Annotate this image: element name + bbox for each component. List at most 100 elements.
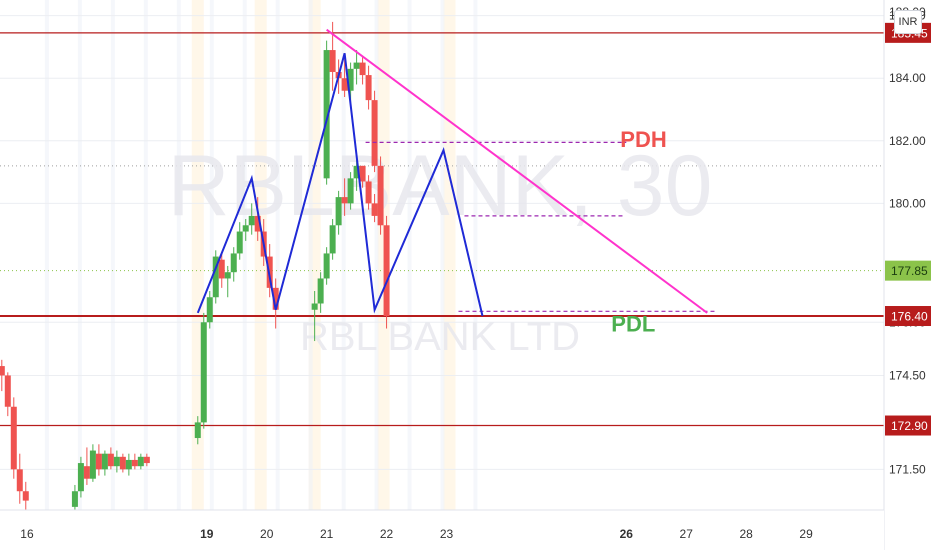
candle-body bbox=[359, 165, 366, 182]
candle-body bbox=[89, 450, 96, 479]
candle-body bbox=[371, 100, 378, 166]
candle-body bbox=[194, 422, 201, 439]
candle-body bbox=[359, 62, 366, 76]
session-band bbox=[77, 0, 82, 510]
candle-body bbox=[16, 469, 23, 492]
currency-badge[interactable]: INR bbox=[894, 10, 922, 34]
time-tick-label: 29 bbox=[799, 527, 813, 541]
price-tick-label: 174.50 bbox=[889, 368, 926, 382]
session-band bbox=[143, 0, 148, 510]
time-tick-label: 19 bbox=[200, 527, 214, 541]
session-band bbox=[407, 0, 412, 510]
candle-body bbox=[206, 297, 213, 323]
watermark-name: RBL BANK LTD bbox=[300, 315, 580, 359]
time-tick-label: 21 bbox=[320, 527, 334, 541]
candle-body bbox=[254, 215, 261, 232]
candle-body bbox=[0, 366, 5, 376]
candle-body bbox=[83, 466, 90, 479]
level-lines bbox=[0, 32, 884, 427]
price-tick-label: 180.00 bbox=[889, 196, 926, 210]
candle-body bbox=[311, 303, 318, 310]
trendline bbox=[326, 28, 708, 314]
time-tick-label: 28 bbox=[739, 527, 753, 541]
current-price-tag bbox=[885, 260, 931, 281]
candle-body bbox=[353, 165, 360, 179]
pdl-label: PDL bbox=[611, 312, 655, 337]
session-band bbox=[341, 0, 346, 510]
time-axis-bg bbox=[0, 510, 884, 550]
price-axis: 186.00184.00182.00180.00176.00174.50171.… bbox=[883, 0, 932, 550]
session-band bbox=[110, 0, 115, 510]
candle-body bbox=[329, 225, 336, 254]
time-tick-label: 23 bbox=[440, 527, 454, 541]
candle-body bbox=[371, 203, 378, 216]
session-band bbox=[473, 0, 478, 510]
candle-body bbox=[242, 225, 249, 232]
candle-body bbox=[341, 197, 348, 204]
candle-body bbox=[353, 62, 360, 69]
candle-body bbox=[365, 181, 372, 204]
candle-body bbox=[329, 50, 336, 72]
price-tick-label: 184.00 bbox=[889, 71, 926, 85]
price-tick-label: 171.50 bbox=[889, 462, 926, 476]
candle-body bbox=[131, 459, 138, 467]
gridlines bbox=[0, 15, 884, 470]
candle-body bbox=[224, 272, 231, 279]
candle-body bbox=[95, 453, 102, 470]
currency-label: INR bbox=[898, 16, 918, 28]
session-band bbox=[308, 0, 313, 510]
level-price-tag bbox=[885, 306, 931, 327]
candle-body bbox=[101, 453, 108, 470]
candle-body bbox=[137, 456, 144, 467]
candle-body bbox=[143, 456, 150, 464]
time-tick-label: 16 bbox=[20, 527, 34, 541]
candles bbox=[0, 21, 390, 510]
candle-body bbox=[341, 78, 348, 91]
candle-body bbox=[119, 456, 126, 470]
drawings bbox=[196, 28, 717, 317]
current-price-label: 177.85 bbox=[891, 264, 928, 278]
session-band bbox=[242, 0, 247, 510]
candle-body bbox=[125, 459, 132, 470]
candle-body bbox=[200, 322, 207, 423]
candle-body bbox=[335, 197, 342, 226]
session-band bbox=[443, 0, 456, 510]
candle-body bbox=[383, 225, 390, 317]
candle-body bbox=[323, 50, 330, 179]
time-tick-label: 22 bbox=[380, 527, 394, 541]
time-tick-label: 20 bbox=[260, 527, 274, 541]
time-tick-label: 26 bbox=[620, 527, 634, 541]
session-band bbox=[44, 0, 49, 510]
level-price-label: 176.40 bbox=[891, 310, 928, 324]
candle-body bbox=[230, 253, 237, 273]
session-band bbox=[440, 0, 445, 510]
candle-body bbox=[317, 278, 324, 304]
candle-body bbox=[236, 231, 243, 254]
candle-body bbox=[10, 406, 17, 470]
level-price-label: 172.90 bbox=[891, 419, 928, 433]
time-tick-label: 27 bbox=[680, 527, 694, 541]
session-band bbox=[374, 0, 379, 510]
price-tick-label: 182.00 bbox=[889, 134, 926, 148]
candle-body bbox=[377, 165, 384, 226]
pdh-label: PDH bbox=[620, 127, 666, 152]
session-band bbox=[275, 0, 280, 510]
session-band bbox=[209, 0, 214, 510]
candle-body bbox=[71, 491, 78, 507]
candle-body bbox=[22, 491, 29, 501]
level-price-tag bbox=[885, 415, 931, 436]
candle-body bbox=[107, 453, 114, 467]
candle-body bbox=[248, 215, 255, 226]
candle-body bbox=[272, 287, 279, 310]
zigzag-pattern bbox=[196, 52, 484, 317]
candle-body bbox=[323, 253, 330, 279]
session-band bbox=[176, 0, 181, 510]
candle-body bbox=[113, 456, 120, 467]
candle-body bbox=[212, 256, 219, 298]
candle-body bbox=[77, 463, 84, 492]
candle-body bbox=[4, 375, 11, 407]
annotations: PDH PDL bbox=[611, 127, 666, 337]
time-axis: 16 19 20 21 22 23 26 27 28 29 bbox=[0, 509, 884, 550]
